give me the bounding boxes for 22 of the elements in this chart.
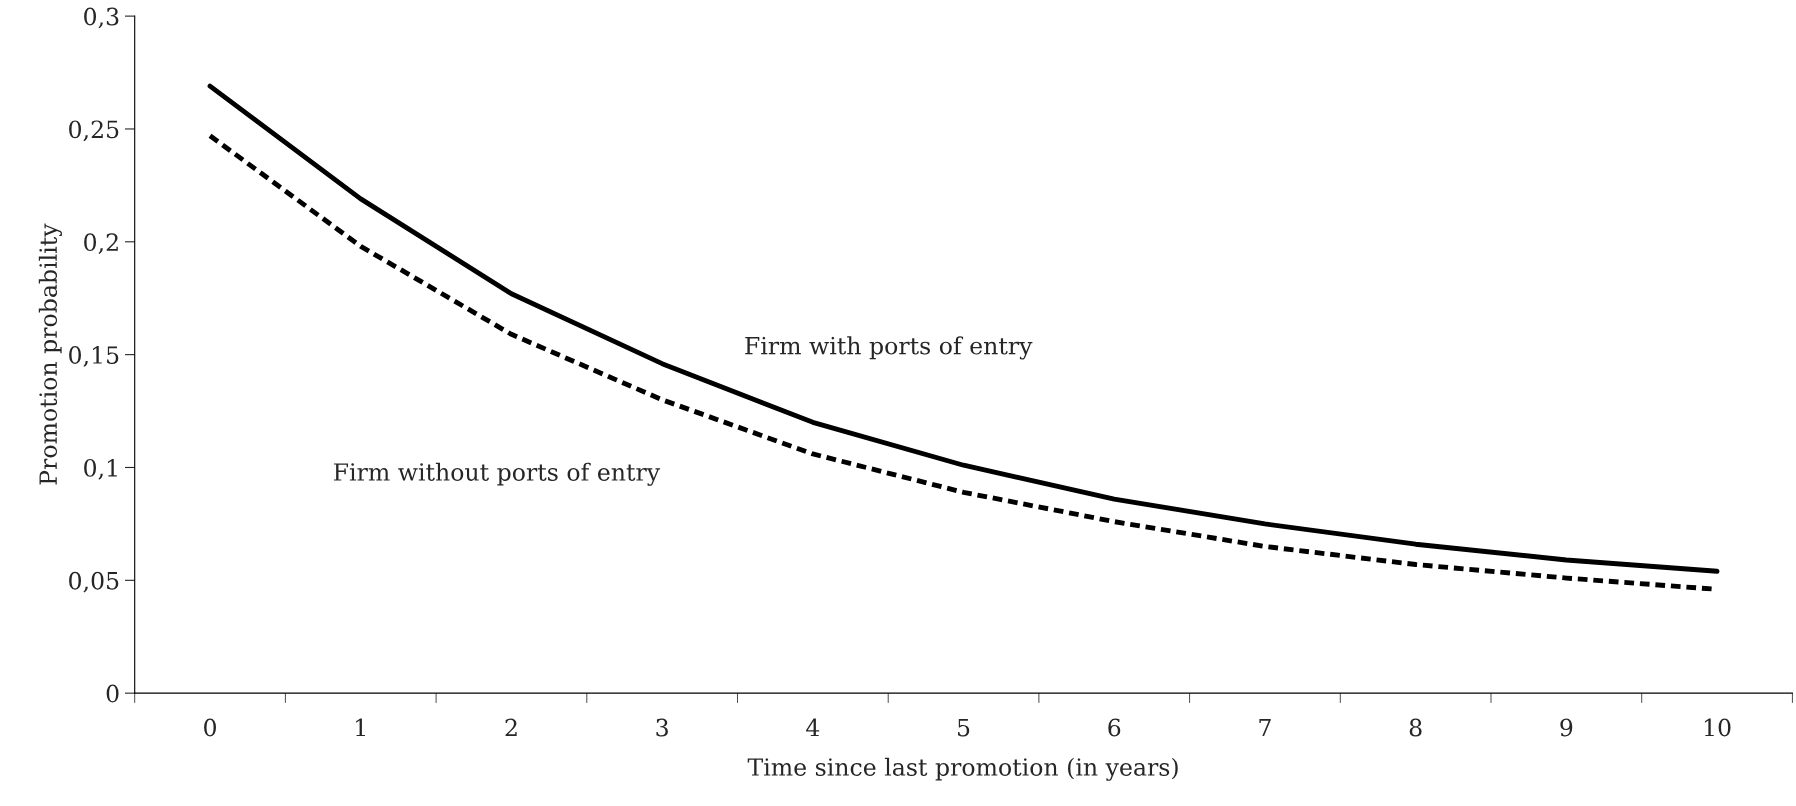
x-tick-label: 2 <box>505 718 517 737</box>
x-tick-label: 3 <box>656 718 668 737</box>
x-tick-label: 8 <box>1409 718 1422 737</box>
x-tick-label: 6 <box>1108 718 1121 737</box>
x-tick-label: 1 <box>356 718 365 737</box>
x-tick-label: 7 <box>1259 718 1271 737</box>
y-tick-label: 0,25 <box>69 120 119 142</box>
y-tick-label: 0,15 <box>69 346 119 367</box>
y-tick-label: 0,1 <box>84 458 117 480</box>
text: Firm without ports of entry <box>333 462 661 486</box>
y-axis-title: Promotion probability <box>38 223 62 485</box>
y-tick-label: 0,05 <box>69 571 119 593</box>
y-tick-label: 0,2 <box>84 233 118 254</box>
x-tick-label: 9 <box>1560 718 1573 737</box>
x-tick-label: 4 <box>806 718 820 737</box>
y-tick-label: 0 <box>106 684 119 703</box>
y-tick-label: 0,3 <box>84 7 119 29</box>
series-label: Firm with ports of entry <box>745 336 1033 360</box>
x-tick-label: 10 <box>1704 718 1731 737</box>
x-axis-title: Time since last promotion (in years) <box>747 757 1178 781</box>
x-tick-label: 0 <box>204 718 216 737</box>
x-tick-label: 5 <box>958 718 970 737</box>
